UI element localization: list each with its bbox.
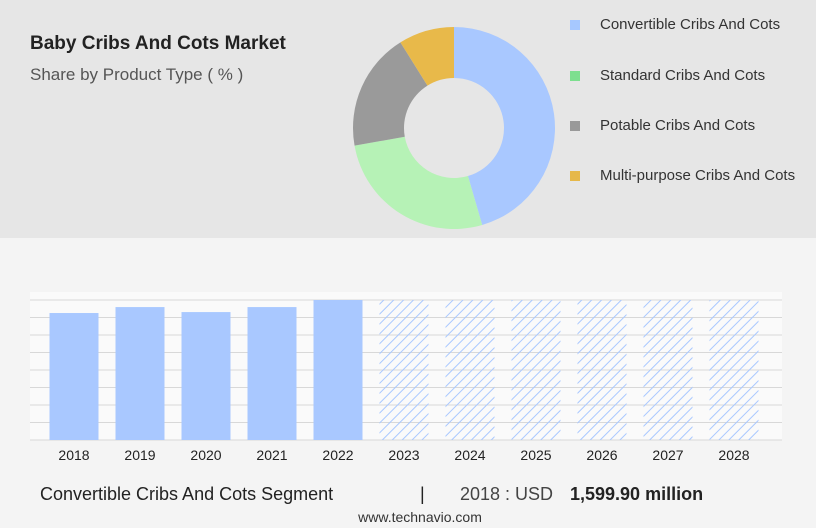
legend-label: Convertible Cribs And Cots <box>600 16 781 33</box>
bar <box>313 300 363 440</box>
forecast-placeholder <box>511 300 561 440</box>
x-tick-label: 2024 <box>454 447 485 463</box>
x-tick-label: 2018 <box>58 447 89 463</box>
legend-swatch <box>570 71 580 81</box>
footer-source: www.technavio.com <box>357 509 482 525</box>
x-tick-label: 2023 <box>388 447 419 463</box>
legend-label: Multi-purpose Cribs And Cots <box>600 167 796 184</box>
donut-slice <box>400 27 454 86</box>
legend-label: Potable Cribs And Cots <box>600 117 756 134</box>
donut-slice <box>354 136 483 229</box>
footer-value: 1,599.90 million <box>570 484 703 504</box>
footer-segment: Convertible Cribs And Cots Segment <box>40 484 333 504</box>
x-tick-label: 2019 <box>124 447 155 463</box>
footer-year: 2018 : USD <box>460 484 553 504</box>
forecast-placeholder <box>709 300 759 440</box>
chart-title: Baby Cribs And Cots Market <box>30 33 287 54</box>
x-tick-label: 2026 <box>586 447 617 463</box>
x-tick-label: 2027 <box>652 447 683 463</box>
donut-slice <box>353 42 428 146</box>
legend-swatch <box>570 121 580 131</box>
legend-label: Standard Cribs And Cots <box>600 67 766 84</box>
forecast-placeholder <box>577 300 627 440</box>
donut-slice <box>454 27 555 225</box>
legend-swatch <box>570 171 580 181</box>
x-tick-label: 2022 <box>322 447 353 463</box>
x-tick-label: 2028 <box>718 447 749 463</box>
x-tick-label: 2021 <box>256 447 287 463</box>
forecast-placeholder <box>643 300 693 440</box>
x-tick-label: 2025 <box>520 447 551 463</box>
forecast-placeholder <box>445 300 495 440</box>
forecast-placeholder <box>379 300 429 440</box>
legend-swatch <box>570 20 580 30</box>
bar <box>247 307 297 440</box>
chart-subtitle: Share by Product Type ( % ) <box>30 65 243 84</box>
bar <box>115 307 165 440</box>
footer-separator: | <box>420 484 425 504</box>
bar <box>49 313 99 440</box>
x-tick-label: 2020 <box>190 447 221 463</box>
bar <box>181 312 231 440</box>
